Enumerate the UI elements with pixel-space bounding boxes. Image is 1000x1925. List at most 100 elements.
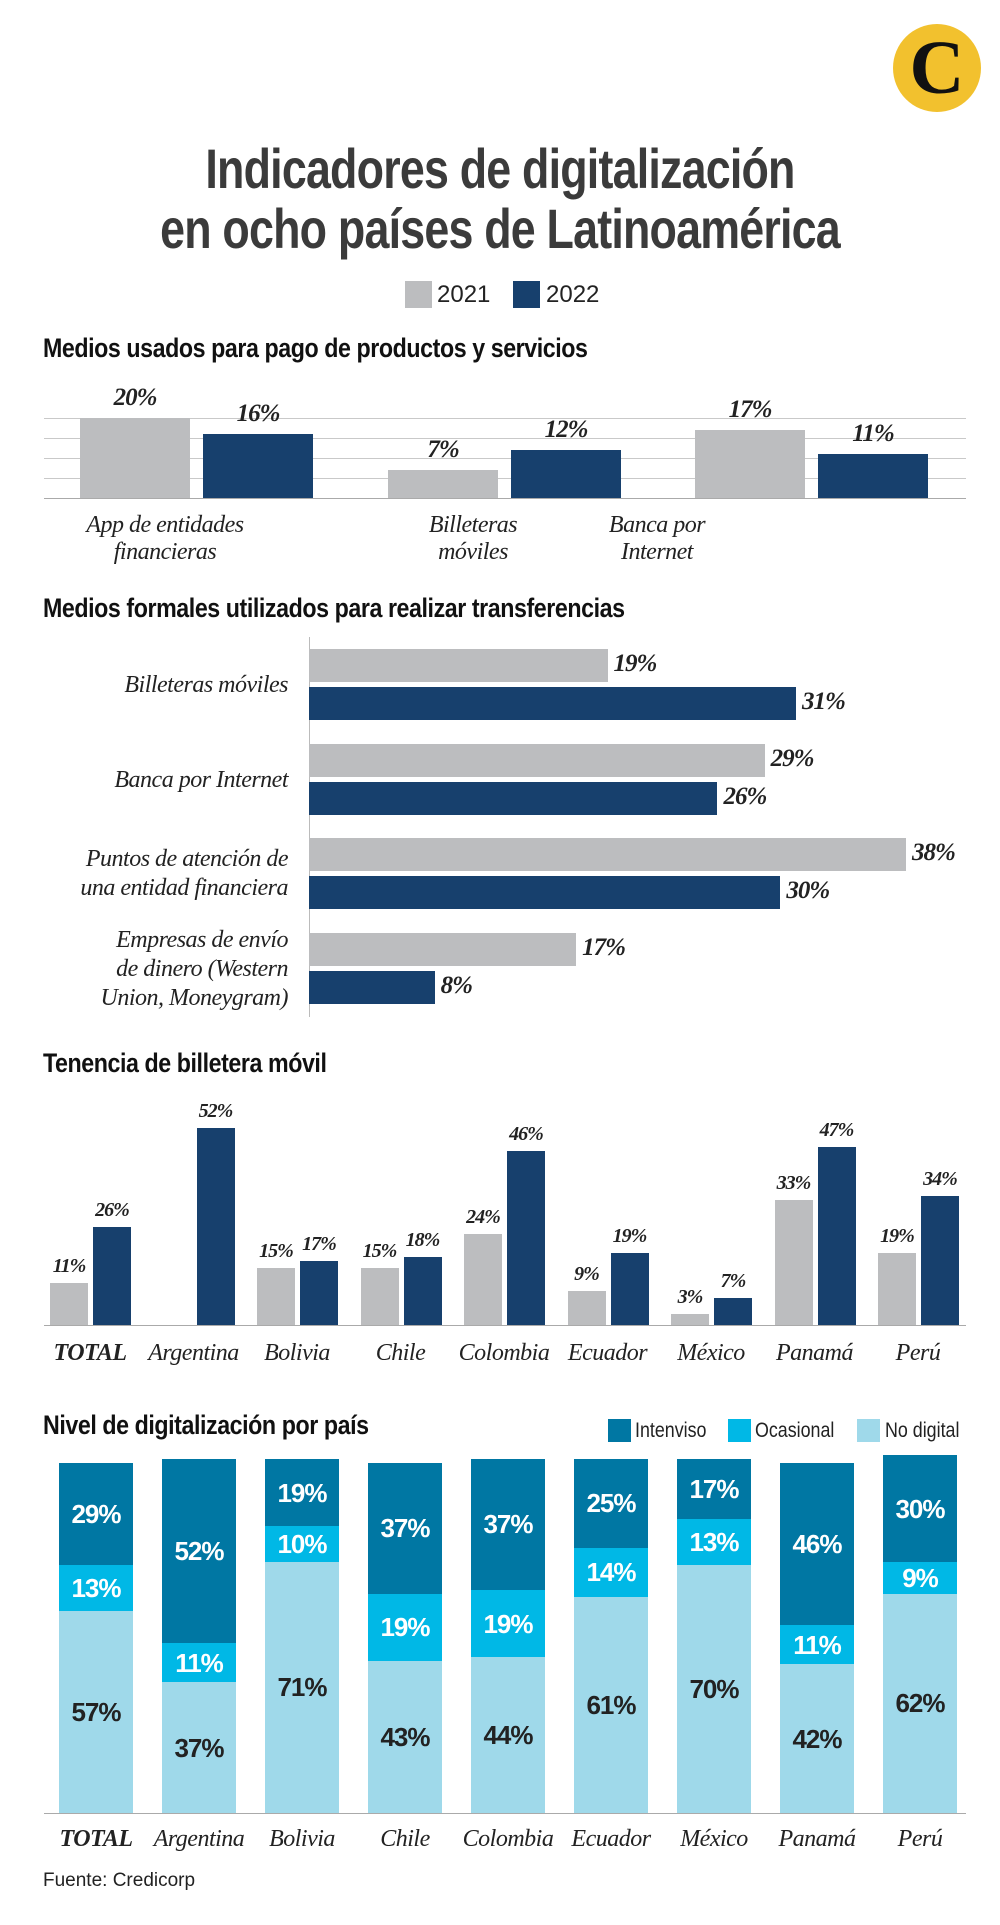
chart3-bar-2022 [817, 1146, 856, 1325]
chart3-bar-2021 [257, 1268, 295, 1325]
chart2-bar-2022 [309, 782, 718, 815]
chart3-value-label: 46% [509, 1122, 544, 1145]
chart4-segment-label: 11% [793, 1629, 842, 1660]
chart1-gridline [44, 458, 966, 459]
legend-swatch-2022 [513, 281, 540, 308]
chart2-value-label: 31% [802, 688, 846, 715]
chart4-segment-no-digital [471, 1657, 545, 1813]
chart1-value-label: 17% [728, 396, 773, 423]
chart4-segment-intenviso [265, 1459, 339, 1527]
chart2-bar-2022 [309, 971, 435, 1004]
chart4-segment-label: 19% [483, 1608, 533, 1639]
chart4-segment-no-digital [780, 1664, 854, 1813]
chart3-value-label: 3% [677, 1285, 704, 1308]
chart4-segment-ocasional [780, 1625, 854, 1665]
chart4-segment-label: 42% [792, 1723, 842, 1754]
chart4-segment-ocasional [574, 1547, 648, 1598]
legend-swatch-no-digital [857, 1419, 880, 1442]
chart4-segment-no-digital [883, 1593, 957, 1813]
chart1-value-label: 7% [427, 436, 459, 463]
chart3-bar-2021 [50, 1283, 88, 1325]
chart4-segment-label: 11% [175, 1647, 224, 1678]
chart4-segment-label: 37% [174, 1732, 224, 1763]
chart3-value-label: 11% [52, 1255, 87, 1278]
chart2-axis [309, 637, 310, 1017]
legend-label-ocasional: Ocasional [755, 1419, 835, 1442]
chart1-value-label: 12% [544, 416, 589, 443]
legend-label-no-digital: No digital [885, 1419, 960, 1442]
chart1-gridline [44, 478, 966, 479]
chart4-segment-label: 19% [380, 1612, 430, 1643]
chart3-value-label: 15% [259, 1240, 294, 1263]
chart4-segment-label: 46% [792, 1528, 842, 1559]
chart3-bar-2021 [671, 1313, 709, 1325]
chart2-value-label: 26% [723, 783, 767, 810]
chart4-segment-intenviso [780, 1462, 854, 1626]
chart3-value-label: 24% [466, 1206, 501, 1229]
chart1-gridline [44, 438, 966, 439]
chart4-segment-ocasional [59, 1565, 133, 1612]
chart4-category-label: Colombia [462, 1826, 554, 1852]
chart4-segment-intenviso [574, 1459, 648, 1548]
chart4-segment-label: 9% [902, 1562, 939, 1593]
chart3-bar-2022 [93, 1226, 131, 1325]
chart4-category-label: Argentina [153, 1826, 245, 1852]
chart2-bar-2021 [309, 649, 608, 682]
chart4-segment-intenviso [883, 1455, 957, 1562]
chart4-segment-ocasional [265, 1526, 339, 1562]
chart3-baseline [44, 1325, 966, 1326]
chart1-bar-2022 [511, 450, 621, 498]
chart4-segment-label: 71% [277, 1672, 327, 1703]
chart3-value-label: 18% [405, 1228, 441, 1251]
chart3-value-label: 17% [302, 1232, 337, 1255]
chart3-value-label: 34% [923, 1168, 958, 1191]
chart4-segment-label: 37% [380, 1513, 430, 1544]
chart1-category-label: Banca por Internet [608, 512, 706, 565]
source-note: Fuente: Credicorp [43, 1870, 196, 1891]
chart2-bar-2022 [309, 876, 781, 909]
chart3-value-label: 26% [95, 1198, 130, 1221]
chart3-value-label: 19% [880, 1225, 915, 1248]
chart1-value-label: 11% [852, 420, 894, 447]
chart3-bar-2022 [921, 1196, 959, 1325]
legend-label-intensivo: Intenviso [635, 1419, 707, 1442]
chart1-bar-2021 [388, 470, 498, 498]
chart4-segment-ocasional [471, 1589, 545, 1658]
chart4-segment-no-digital [59, 1611, 133, 1813]
chart1-bar-2021 [695, 430, 805, 498]
el-comercio-logo: C [893, 24, 981, 112]
chart2-value-label: 8% [440, 972, 473, 999]
chart4-segment-ocasional [883, 1561, 957, 1594]
legend-label-2022: 2022 [546, 281, 600, 308]
chart3-category-label: Panamá [776, 1340, 854, 1366]
chart4-segment-label: 19% [277, 1477, 327, 1508]
chart4-category-label: Chile [380, 1826, 430, 1852]
chart4-segment-label: 29% [71, 1498, 121, 1529]
chart2-value-label: 30% [786, 877, 830, 904]
chart4-segment-intenviso [471, 1459, 545, 1590]
chart2-title: Medios formales utilizados para realizar… [43, 593, 625, 623]
chart1-category-label: Billeteras móviles [428, 512, 518, 565]
chart1-category-label: App de entidades financieras [86, 512, 244, 565]
chart1-bar-2021 [80, 418, 190, 498]
logo-letter: C [909, 26, 965, 110]
chart2-value-label: 19% [613, 650, 658, 677]
chart4-segment-ocasional [368, 1593, 442, 1661]
page-title-line1: Indicadores de digitalización [205, 137, 795, 200]
chart3-value-label: 19% [612, 1225, 648, 1248]
chart4-segment-label: 70% [689, 1674, 739, 1705]
chart4-segment-label: 25% [586, 1488, 636, 1519]
chart3-value-label: 15% [362, 1240, 398, 1263]
chart4-segment-ocasional [162, 1643, 236, 1683]
chart4-segment-no-digital [265, 1561, 339, 1813]
chart3-category-label: Argentina [148, 1340, 239, 1366]
legend-swatch-ocasional [728, 1419, 751, 1442]
chart3-category-label: México [677, 1340, 745, 1366]
chart3-value-label: 47% [819, 1118, 855, 1141]
chart2-category-label: Empresas de envío de dinero (Western Uni… [100, 926, 289, 1011]
chart1-bar-2022 [203, 434, 313, 498]
chart4-segment-label: 62% [895, 1688, 945, 1719]
chart4-segment-ocasional [677, 1519, 751, 1566]
chart3-title: Tenencia de billetera móvil [43, 1048, 327, 1078]
chart4-category-label: Perú [897, 1826, 943, 1852]
